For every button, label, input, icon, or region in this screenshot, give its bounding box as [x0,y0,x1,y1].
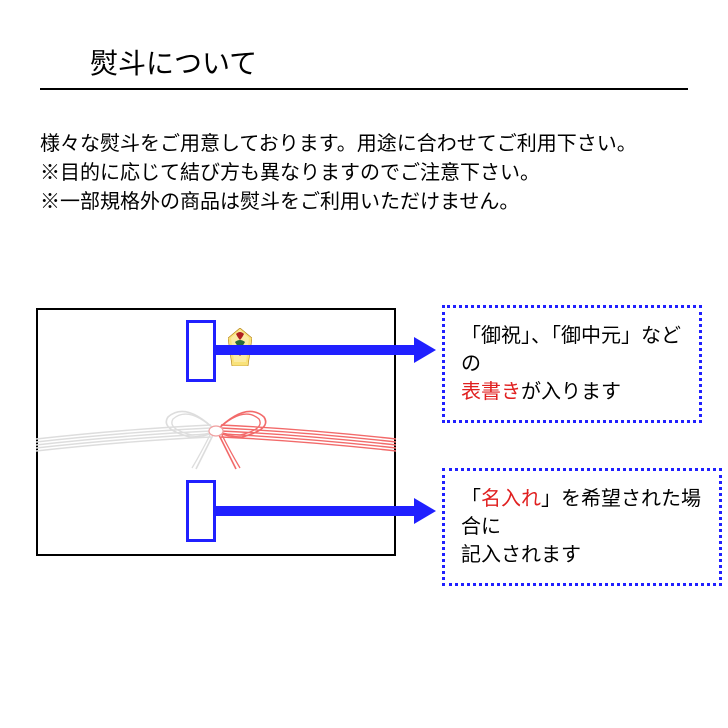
callout-text: 記入されます [461,544,581,566]
callout-naire: 「名入れ」を希望された場合に 記入されます [442,468,722,586]
title-underline [40,88,688,90]
callout-text: 「御祝」、「御中元」などの [461,325,681,375]
callout-text: が入ります [521,381,621,403]
arrow-line [216,506,416,516]
callout-text: 「 [461,488,481,510]
mizuhiki-ribbon-icon [36,395,396,475]
description-line: ※目的に応じて結び方も異なりますのでご注意下さい。 [40,159,637,188]
callout-omotegaki: 「御祝」、「御中元」などの 表書きが入ります [442,305,702,423]
callout-text-red: 名入れ [481,488,541,510]
arrow-head-icon [414,498,436,524]
naire-placeholder [186,480,216,542]
omotegaki-placeholder [186,320,216,382]
description-line: 様々な熨斗をご用意しております。用途に合わせてご利用下さい。 [40,130,637,159]
description-block: 様々な熨斗をご用意しております。用途に合わせてご利用下さい。 ※目的に応じて結び… [40,130,637,217]
arrow-line [216,345,416,355]
description-line: ※一部規格外の商品は熨斗をご利用いただけません。 [40,188,637,217]
arrow-head-icon [414,337,436,363]
page-title: 熨斗について [90,42,257,82]
callout-text-red: 表書き [461,381,521,403]
